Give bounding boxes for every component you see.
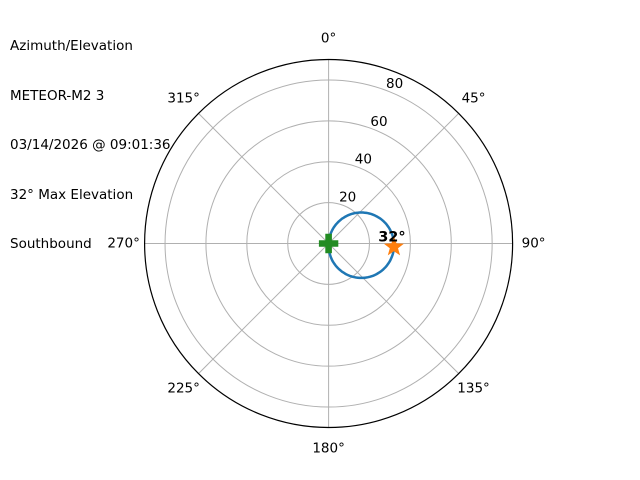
center-marker — [318, 233, 339, 254]
azimuth-tick-label-180: 180° — [312, 441, 345, 457]
max-elevation-marker — [383, 236, 404, 256]
azimuth-tick-label-45: 45° — [462, 91, 486, 107]
azimuth-gridline-315 — [198, 113, 329, 244]
elevation-tick-label-40: 40 — [355, 152, 372, 168]
azimuth-gridline-45 — [328, 113, 460, 244]
max-elevation-marker-label: 32° — [378, 229, 405, 245]
elevation-tick-label-60: 60 — [370, 114, 387, 130]
elevation-tick-label-20: 20 — [339, 189, 356, 205]
azimuth-gridline-225 — [198, 243, 329, 374]
elevation-tick-label-80: 80 — [386, 76, 403, 92]
chart-title-block: Azimuth/Elevation METEOR-M2 3 03/14/2026… — [10, 5, 171, 286]
title-line-max-elevation: 32° Max Elevation — [10, 186, 134, 203]
polar-spine — [144, 58, 514, 429]
azimuth-tick-label-135: 135° — [457, 380, 490, 396]
title-line-satellite: METEOR-M2 3 — [10, 87, 105, 104]
title-line-direction: Southbound — [10, 236, 92, 252]
azimuth-tick-label-315: 315° — [167, 91, 200, 107]
azimuth-tick-label-270: 270° — [107, 236, 140, 252]
azimuth-tick-label-90: 90° — [522, 236, 546, 252]
title-line-plot-type: Azimuth/Elevation — [10, 38, 133, 54]
azimuth-gridline-135 — [328, 243, 460, 374]
title-line-datetime: 03/14/2026 @ 09:01:36 — [10, 137, 171, 153]
azimuth-tick-label-0: 0° — [321, 31, 336, 47]
azimuth-tick-label-225: 225° — [167, 380, 200, 396]
